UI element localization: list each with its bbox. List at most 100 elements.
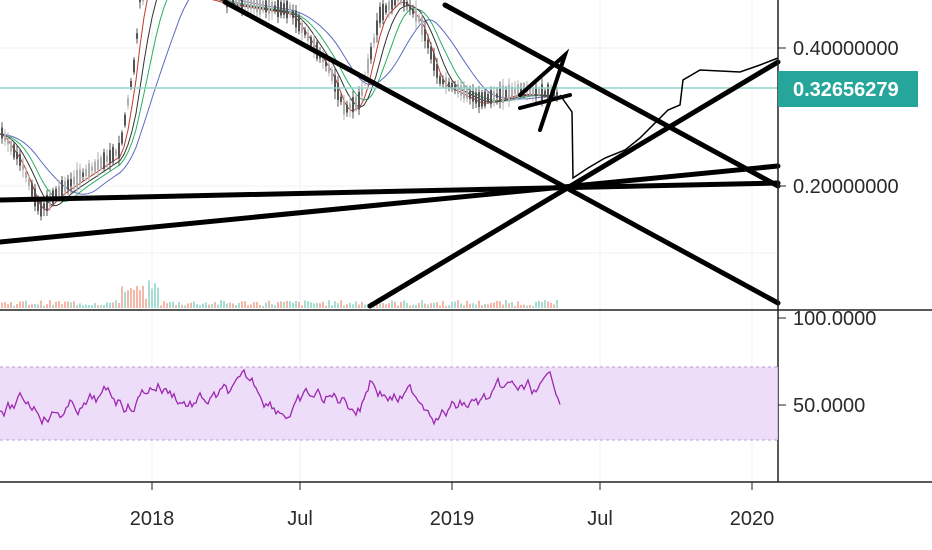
volume-bar — [496, 300, 498, 308]
volume-bar — [487, 304, 489, 308]
volume-bar — [160, 305, 162, 308]
candle — [340, 96, 342, 102]
volume-bar — [94, 303, 96, 308]
volume-bar — [466, 300, 468, 308]
volume-bar — [325, 305, 327, 308]
candle — [469, 91, 471, 99]
candle — [88, 163, 90, 178]
candle — [427, 39, 429, 49]
volume-bar — [532, 305, 534, 308]
candle — [247, 0, 249, 10]
volume-bar — [448, 305, 450, 308]
volume-bar — [307, 301, 309, 308]
volume-bar — [163, 301, 165, 308]
candle — [46, 194, 48, 212]
volume-bar — [298, 301, 300, 308]
volume-bar — [100, 304, 102, 308]
candle — [478, 92, 480, 107]
candle — [262, 0, 264, 11]
volume-bar — [412, 304, 414, 308]
time-tick-label: Jul — [587, 508, 613, 530]
volume-bar — [133, 289, 135, 308]
volume-bar — [106, 302, 108, 308]
trendline-rising-lower[interactable] — [0, 163, 781, 245]
volume-bar — [262, 305, 264, 308]
time-tick-label: Jul — [287, 508, 313, 530]
projected-path-drawing[interactable] — [559, 57, 779, 180]
volume-bar — [337, 303, 339, 308]
volume-bar — [28, 304, 30, 308]
volume-bar — [472, 303, 474, 308]
volume-bar — [355, 301, 357, 308]
volume-bar — [157, 287, 159, 308]
candle — [250, 0, 252, 10]
volume-bar — [40, 300, 42, 308]
candles — [1, 0, 558, 221]
drawn-trendlines[interactable] — [0, 0, 781, 309]
volume-bar — [85, 304, 87, 308]
candle — [322, 56, 324, 63]
volume-bar — [196, 304, 198, 308]
volume-bar — [235, 304, 237, 308]
volume-bar — [184, 305, 186, 308]
price-tick-label: 0.20000000 — [793, 176, 899, 198]
candle — [28, 179, 30, 186]
candle — [76, 169, 78, 188]
volume-bar — [502, 304, 504, 308]
trendline-pennant[interactable] — [518, 48, 570, 132]
candle — [544, 90, 546, 95]
volume-bar — [52, 304, 54, 308]
last-price-badge-bg — [778, 71, 918, 107]
volume-bar — [310, 302, 312, 308]
volume-bar — [10, 302, 12, 308]
volume-bar — [460, 303, 462, 308]
candle — [106, 155, 108, 162]
volume-bar — [409, 305, 411, 308]
volume-bar — [547, 301, 549, 308]
candle — [112, 146, 114, 163]
rsi-pane — [0, 366, 778, 441]
volume-bar — [394, 301, 396, 308]
trendline-flat-lower[interactable] — [0, 180, 781, 203]
candle — [373, 37, 375, 44]
candle — [481, 92, 483, 107]
volume-bar — [37, 304, 39, 308]
candle — [499, 88, 501, 102]
volume-bar — [16, 304, 18, 308]
volume-bar — [364, 304, 366, 308]
candle — [475, 92, 477, 104]
candle — [238, 0, 240, 8]
volume-bar — [436, 302, 438, 308]
volume-bar — [61, 304, 63, 308]
price-axis: 0.40000000 0.20000000 0.32656279 — [778, 38, 918, 198]
candle — [289, 5, 291, 15]
volume-bar — [139, 290, 141, 308]
volume-bar — [529, 305, 531, 308]
candle — [346, 104, 348, 113]
candle — [424, 29, 426, 41]
volume-bar — [331, 305, 333, 308]
volume-bar — [391, 300, 393, 308]
volume-bar — [202, 303, 204, 308]
volume-bar — [280, 301, 282, 308]
volume-bar — [553, 304, 555, 308]
volume-bar — [544, 300, 546, 308]
candle — [94, 161, 96, 172]
candle — [100, 157, 102, 168]
trendline-descending-upper[interactable] — [442, 2, 781, 189]
volume-bar — [79, 303, 81, 308]
candle — [460, 85, 462, 96]
volume-bar — [301, 305, 303, 308]
volume-bar — [352, 304, 354, 308]
volume-bar — [265, 302, 267, 308]
candle — [355, 96, 357, 109]
candle — [121, 132, 123, 144]
volume-bar — [469, 303, 471, 308]
volume-bar — [82, 305, 84, 308]
volume-bar — [316, 303, 318, 308]
volume-bar — [334, 301, 336, 308]
volume-bar — [172, 301, 174, 308]
trendline-descending-long[interactable] — [222, 0, 781, 306]
volume-bar — [217, 304, 219, 308]
candle — [508, 84, 510, 102]
